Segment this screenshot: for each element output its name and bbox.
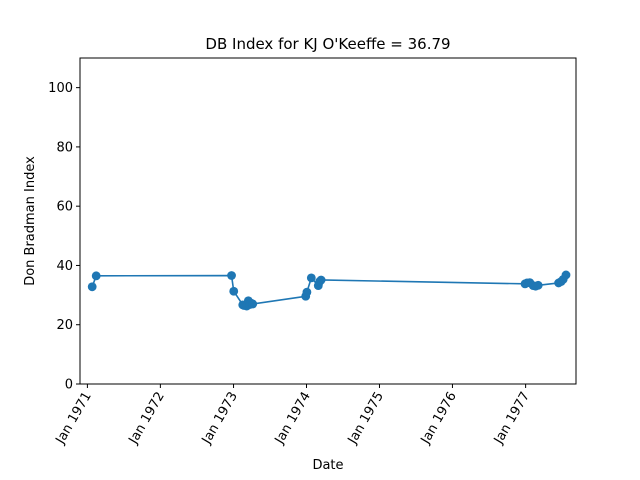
y-axis-label: Don Bradman Index (23, 156, 38, 286)
y-tick-label: 0 (65, 378, 73, 393)
data-point (306, 273, 316, 283)
chart-title: DB Index for KJ O'Keeffe = 36.79 (205, 35, 450, 53)
data-point (316, 275, 326, 285)
x-axis-label: Date (312, 458, 343, 473)
data-point (561, 270, 571, 280)
series-layer (87, 270, 571, 311)
y-tick-label: 20 (56, 318, 73, 333)
data-point (302, 287, 312, 297)
data-point (533, 280, 543, 290)
y-tick-label: 40 (56, 259, 73, 274)
plot-area-frame (79, 57, 577, 385)
y-tick-label: 80 (56, 140, 73, 155)
data-point (248, 299, 258, 309)
data-point (91, 271, 101, 281)
y-axis: 0 20 40 60 80 100 (48, 81, 80, 393)
y-tick-label: 100 (48, 81, 73, 96)
y-tick-label: 60 (56, 200, 73, 215)
data-point (227, 271, 236, 280)
data-point (229, 286, 239, 296)
data-point (87, 282, 97, 292)
